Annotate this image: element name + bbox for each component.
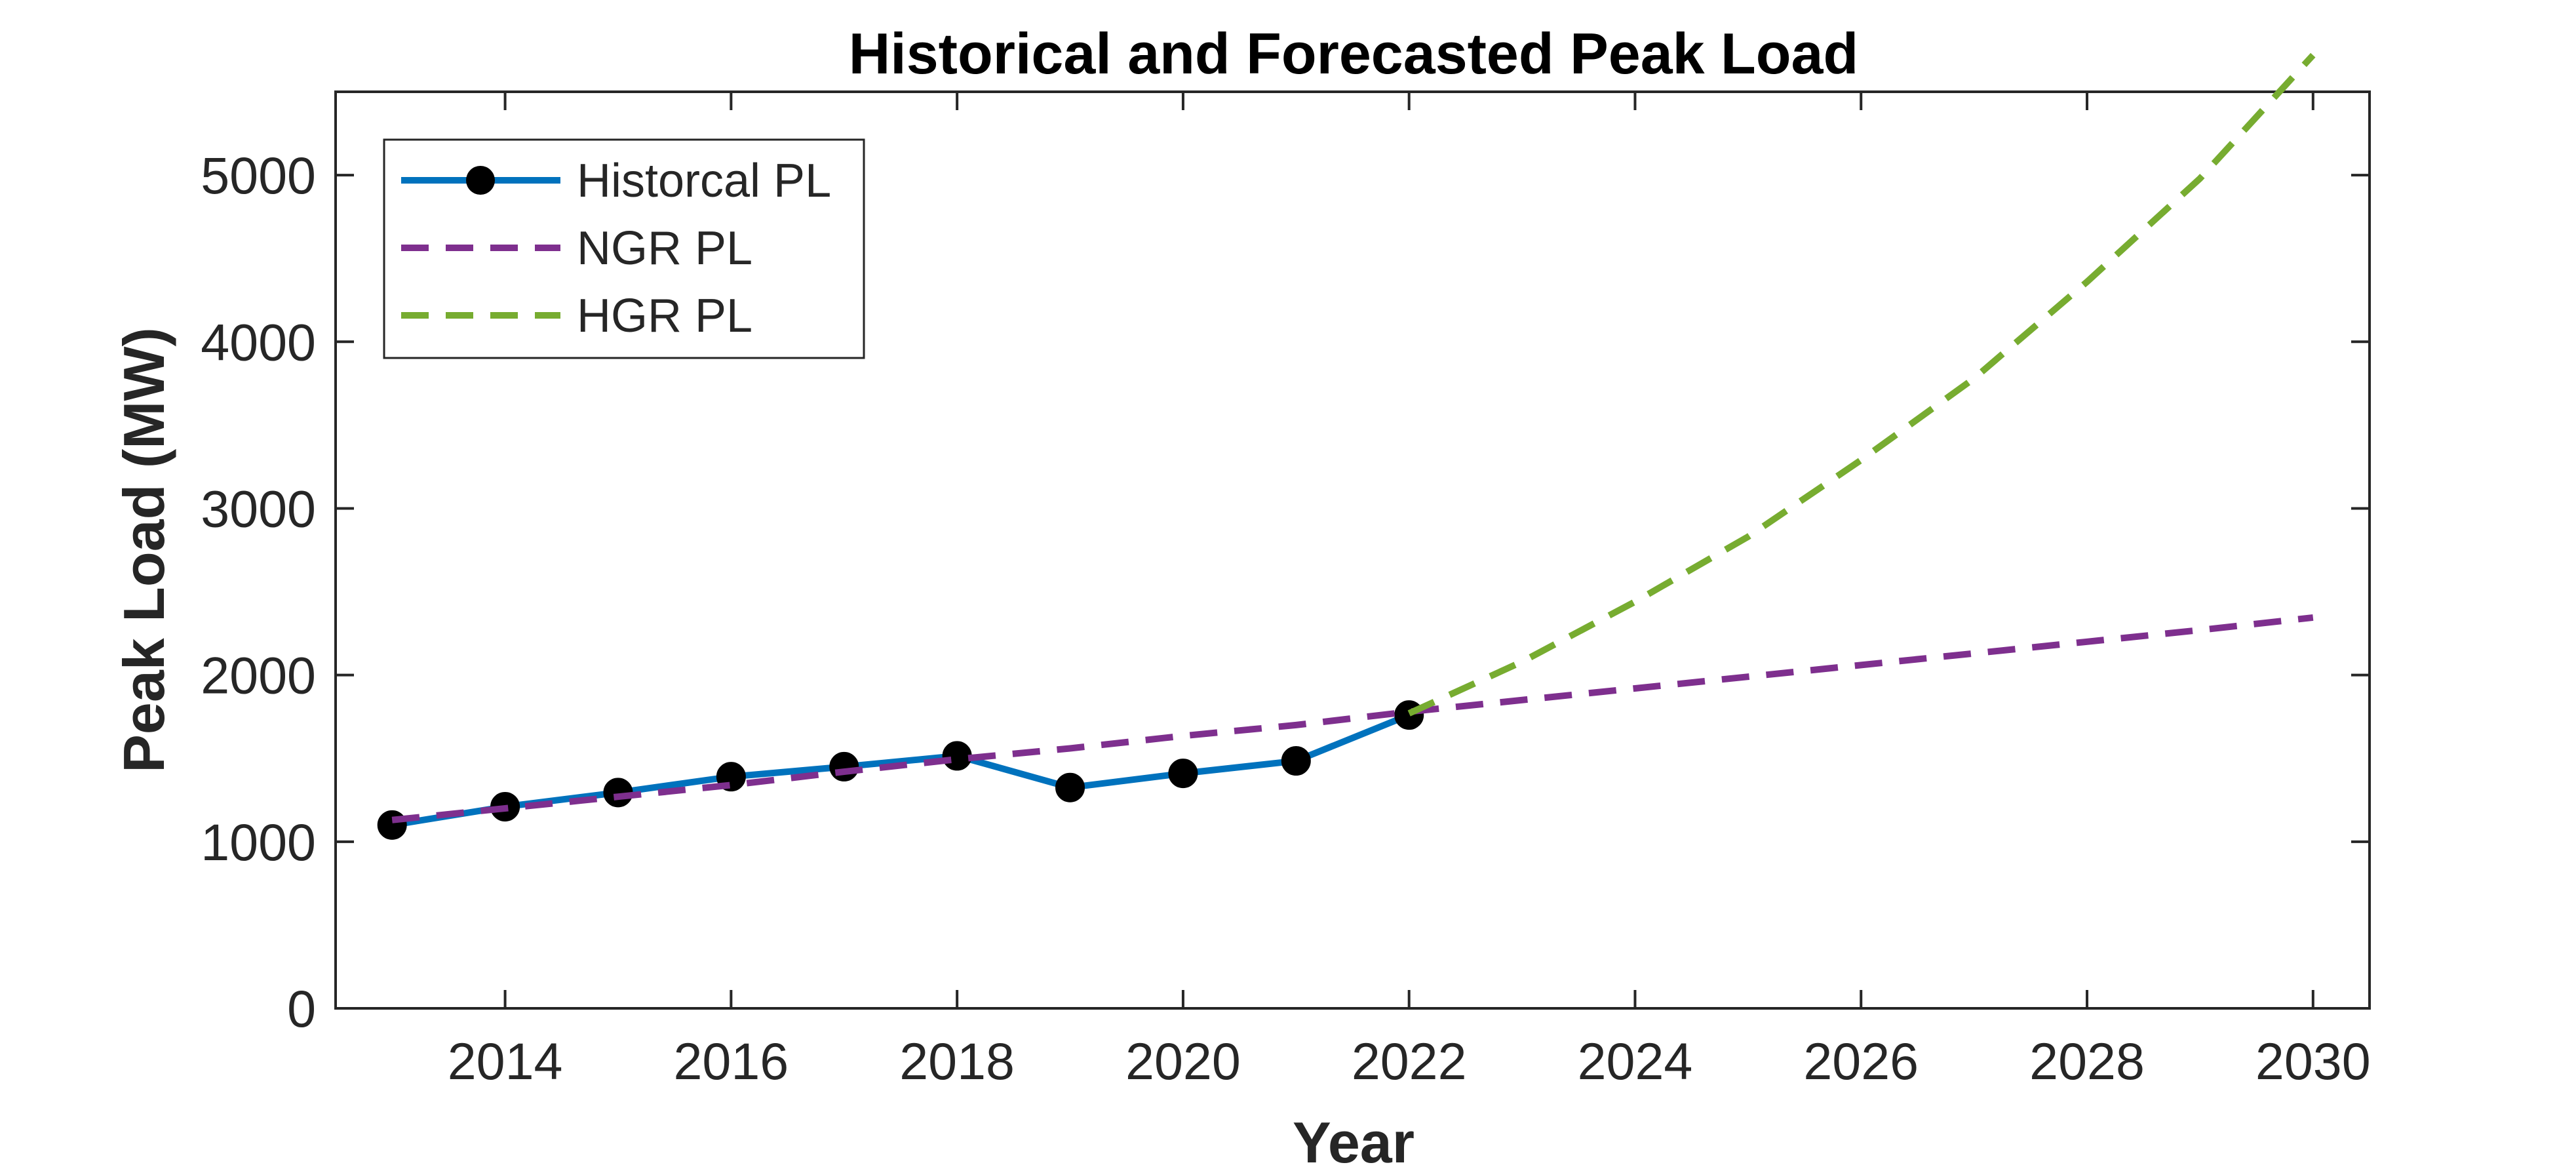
x-tick-label: 2028 (2029, 1032, 2145, 1090)
legend-item: Historcal PL (401, 155, 831, 207)
y-tick-label: 3000 (201, 479, 316, 538)
data-point (377, 810, 407, 840)
series-2 (391, 614, 2314, 823)
data-point (1168, 759, 1198, 789)
y-tick-labels: 0 1000 2000 3000 4000 5000 (201, 146, 316, 1038)
y-tick-label: 0 (287, 979, 316, 1038)
x-tick-label: 2024 (1578, 1032, 1693, 1090)
y-tick-label: 1000 (201, 813, 316, 871)
series-line (391, 614, 2314, 823)
legend-label: NGR PL (577, 222, 752, 275)
y-tick-label: 2000 (201, 646, 316, 705)
x-tick-label: 2030 (2255, 1032, 2371, 1090)
x-tick-label: 2026 (1803, 1032, 1919, 1090)
series-line (1407, 52, 2316, 717)
legend-label: Historcal PL (577, 155, 831, 207)
series-1 (377, 700, 1424, 840)
x-tick-label: 2014 (448, 1032, 563, 1090)
legend-item: HGR PL (401, 290, 752, 342)
y-tick-label: 4000 (201, 313, 316, 371)
x-tick-label: 2020 (1125, 1032, 1241, 1090)
data-point (1055, 772, 1085, 802)
series-lines (377, 52, 2316, 840)
y-tick-label: 5000 (201, 146, 316, 205)
data-point (829, 751, 859, 781)
x-tick-labels: 2014 2016 2018 2020 2022 2024 2026 2028 2030 (448, 1032, 2371, 1090)
x-tick-label: 2018 (899, 1032, 1015, 1090)
legend-label: HGR PL (577, 290, 752, 342)
data-point (942, 741, 972, 771)
legend: Historcal PL NGR PL HGR PL (383, 138, 865, 359)
legend-item: NGR PL (401, 222, 752, 275)
x-axis-label: Year (1293, 1110, 1415, 1164)
x-tick-label: 2022 (1352, 1032, 1467, 1090)
axis-ticks (336, 92, 2370, 1010)
data-point (1281, 746, 1311, 776)
chart-title: Historical and Forecasted Peak Load (849, 21, 1859, 86)
y-axis-label: Peak Load (MW) (111, 327, 176, 773)
data-point (1394, 700, 1424, 730)
x-tick-label: 2016 (673, 1032, 789, 1090)
legend-marker (466, 166, 495, 195)
series-3 (1407, 52, 2316, 717)
legend-items: Historcal PL NGR PL HGR PL (401, 155, 831, 342)
series-line (391, 712, 1411, 829)
